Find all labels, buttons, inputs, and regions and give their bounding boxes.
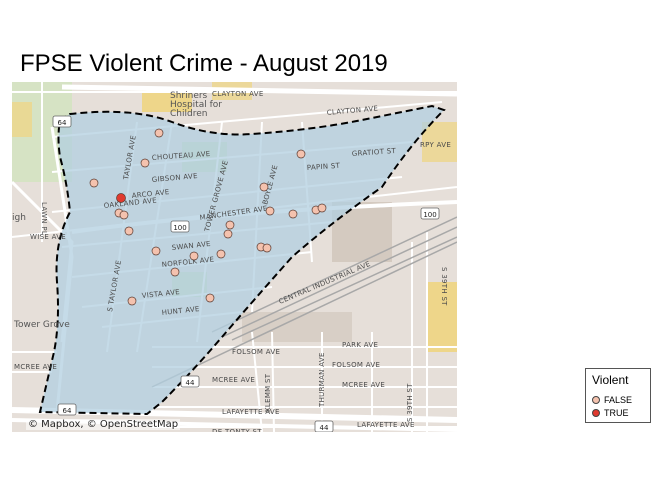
place-label: Shriners Hospital for Children <box>170 91 222 119</box>
route-shield: 44 <box>180 375 200 388</box>
route-shield-label: 44 <box>186 379 195 387</box>
street-label: ARCO AVE <box>131 188 170 200</box>
street-label: FOLSOM AVE <box>232 348 280 356</box>
incident-point-nonviolent[interactable] <box>265 206 275 216</box>
street-label: THURMAN AVE <box>318 352 326 408</box>
route-shield: 100 <box>420 207 440 220</box>
incident-point-violent[interactable] <box>116 193 126 203</box>
route-shield-bg <box>314 420 334 432</box>
incident-point-nonviolent[interactable] <box>225 220 235 230</box>
industrial-area <box>242 312 352 342</box>
place-labels: Shriners Hospital for Children Tower Grove i… <box>12 91 222 330</box>
legend-item-false: FALSE <box>592 394 632 406</box>
incident-point-nonviolent[interactable] <box>119 210 129 220</box>
map-attribution[interactable]: © Mapbox, © OpenStreetMap <box>26 419 181 430</box>
street-label: LAFAYETTE AVE <box>357 421 415 429</box>
route-shield: 44 <box>314 420 334 432</box>
legend-title: Violent <box>592 373 629 387</box>
route-shield-label: 64 <box>58 119 67 127</box>
street-label: PARK AVE <box>342 341 378 349</box>
route-shield-bg <box>170 220 190 233</box>
building-area <box>427 282 457 352</box>
route-shield-bg <box>180 375 200 388</box>
incident-points <box>89 128 327 306</box>
place-label: igh <box>12 213 26 223</box>
street-label: CLAYTON AVE <box>212 90 264 98</box>
legend-item-true: TRUE <box>592 407 629 419</box>
incident-point-nonviolent[interactable] <box>262 243 272 253</box>
incident-point-nonviolent[interactable] <box>140 158 150 168</box>
route-shield-label: 64 <box>63 407 72 415</box>
building-area <box>422 122 457 162</box>
route-shield-label: 44 <box>320 424 329 432</box>
street-label: S 39TH ST <box>440 267 448 306</box>
street-label: VISTA AVE <box>141 288 180 300</box>
incident-point-nonviolent[interactable] <box>317 203 327 213</box>
incident-point-nonviolent[interactable] <box>259 182 269 192</box>
route-shield-label: 100 <box>173 224 186 232</box>
incident-point-nonviolent[interactable] <box>154 128 164 138</box>
legend-label-false: FALSE <box>604 395 633 405</box>
street-label: PAPIN ST <box>307 162 341 172</box>
street-label: LAWN PL <box>40 202 48 235</box>
street-label: GRATIOT ST <box>352 147 397 158</box>
incident-point-nonviolent[interactable] <box>288 209 298 219</box>
place-label: Tower Grove <box>13 320 70 330</box>
map-title: FPSE Violent Crime - August 2019 <box>20 50 388 77</box>
incident-point-nonviolent[interactable] <box>170 267 180 277</box>
legend-label-true: TRUE <box>604 408 629 418</box>
street-label: FOLSOM AVE <box>332 361 380 369</box>
building-area <box>12 102 32 137</box>
street-label: MCREE AVE <box>14 363 57 371</box>
map-panel[interactable]: CLAYTON AVE CLAYTON AVE CHOUTEAU AVE GIBSON… <box>12 82 457 432</box>
street-label: GIBSON AVE <box>151 172 198 184</box>
rail-lines <box>151 216 457 388</box>
street-label: DE TONTY ST <box>212 428 262 432</box>
incident-point-nonviolent[interactable] <box>205 293 215 303</box>
route-shield-bg <box>52 115 72 128</box>
street-label: WISE AVE <box>30 233 66 241</box>
street-label: LAFAYETTE AVE <box>222 408 280 416</box>
street-label: S 39TH ST <box>406 383 414 422</box>
route-shield: 100 <box>170 220 190 233</box>
incident-point-nonviolent[interactable] <box>296 149 306 159</box>
route-shield: 64 <box>57 403 77 416</box>
route-shield-label: 100 <box>423 211 436 219</box>
street-label: KLEMM ST <box>264 373 272 412</box>
street-label: RPY AVE <box>420 141 451 149</box>
street-label: MCREE AVE <box>212 376 255 384</box>
route-shields: 100 100 64 44 44 64 <box>52 115 440 432</box>
incident-point-nonviolent[interactable] <box>216 249 226 259</box>
incident-point-nonviolent[interactable] <box>223 229 233 239</box>
legend: Violent FALSE TRUE <box>585 368 651 423</box>
route-shield: 64 <box>52 115 72 128</box>
incident-point-nonviolent[interactable] <box>151 246 161 256</box>
street-label: HUNT AVE <box>161 305 200 317</box>
route-shield-bg <box>420 207 440 220</box>
route-shield-bg <box>57 403 77 416</box>
street-label: MCREE AVE <box>342 381 385 389</box>
legend-swatch-true <box>592 409 600 417</box>
incident-point-nonviolent[interactable] <box>124 226 134 236</box>
incident-point-nonviolent[interactable] <box>89 178 99 188</box>
incident-point-nonviolent[interactable] <box>189 251 199 261</box>
neighborhood-boundary <box>38 104 446 416</box>
incident-point-nonviolent[interactable] <box>127 296 137 306</box>
legend-swatch-false <box>592 396 600 404</box>
